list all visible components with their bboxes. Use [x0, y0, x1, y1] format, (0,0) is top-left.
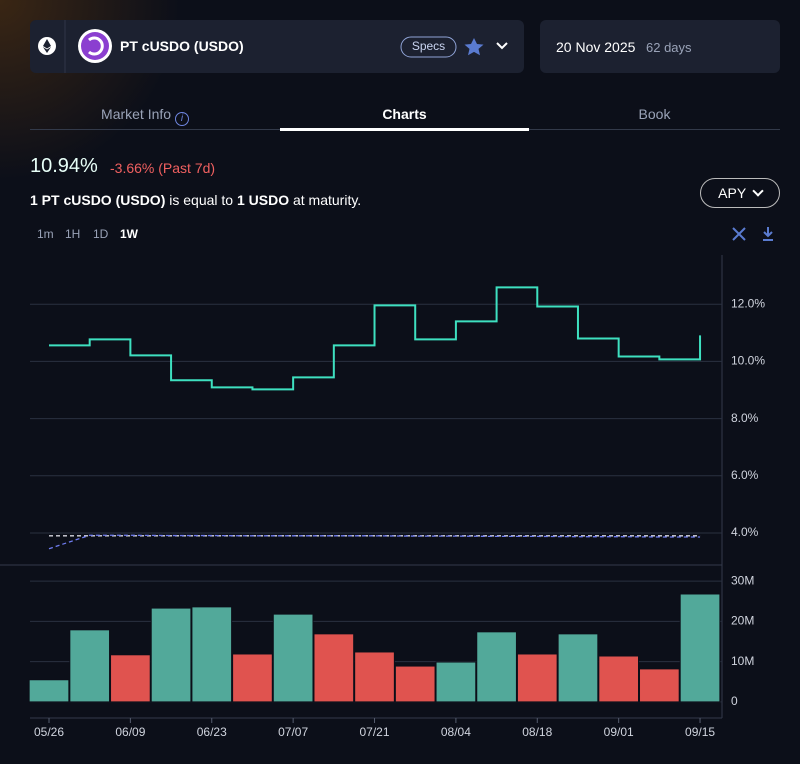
x-tick-label: 08/18: [522, 725, 552, 739]
timeframe[interactable]: 1m: [37, 227, 54, 241]
days-left: 62 days: [646, 40, 692, 55]
specs-pill[interactable]: [400, 36, 457, 58]
reference-line: [48, 534, 701, 550]
y-tick-label: 20M: [731, 614, 754, 628]
sentence-part: 1 USDO: [236, 192, 290, 208]
y-tick-label: 4.0%: [731, 525, 759, 539]
volume-bar: [272, 613, 314, 703]
volume-bar: [232, 653, 273, 703]
x-tick-label: 06/23: [197, 725, 227, 739]
volume-bar: [191, 606, 233, 703]
volume-bar: [69, 629, 111, 703]
volume-bar: [110, 654, 151, 703]
tab[interactable]: Charts: [382, 106, 427, 122]
sentence-part: is equal to: [169, 192, 234, 208]
eth-glyph: [43, 39, 51, 53]
maturity-date: 20 Nov 2025: [556, 39, 636, 55]
tool-icons: [732, 227, 773, 241]
y-tick-label: 12.0%: [731, 296, 765, 310]
timeframe[interactable]: 1D: [93, 227, 109, 241]
volume-bar: [394, 665, 436, 703]
x-tick-label: 09/15: [685, 725, 715, 739]
tab[interactable]: Book: [638, 106, 671, 122]
tab-underline: [280, 128, 529, 131]
metric-label[interactable]: APY: [718, 185, 746, 201]
info-icon[interactable]: i: [174, 112, 189, 126]
tab-label[interactable]: Market Info: [101, 106, 172, 122]
y-tick-label: 6.0%: [731, 468, 759, 482]
volume-bar: [598, 655, 640, 703]
y-tick-label: 10.0%: [731, 354, 765, 368]
x-tick-label: 06/09: [115, 725, 145, 739]
volume-bar: [435, 661, 477, 703]
header-icons: [38, 20, 508, 73]
sentence-part: 1 PT cUSDO (USDO): [30, 192, 166, 208]
timeframe[interactable]: 1H: [65, 227, 81, 241]
maturity-sentence: 1 PT cUSDO (USDO) is equal to 1 USDO at …: [30, 192, 361, 208]
tools-icon[interactable]: [732, 227, 746, 241]
volume-bar: [150, 607, 192, 703]
volume-bar: [639, 668, 680, 703]
x-tick-label: 07/07: [278, 725, 308, 739]
volume-bar: [679, 593, 721, 703]
tab[interactable]: Market Info i: [30, 106, 260, 126]
volume-bar: [28, 679, 70, 703]
x-tick-label: 08/04: [441, 725, 471, 739]
volume-bar: [557, 633, 599, 703]
charts: 4.0% 6.0% 8.0% 10.0% 12.0% 0 10M 20M 30M 05/26 06/…: [0, 255, 765, 739]
maturity-box: [540, 20, 780, 73]
volume-bar: [313, 633, 355, 703]
market-selector[interactable]: [30, 20, 524, 73]
chevron-icon[interactable]: [496, 42, 508, 50]
x-tick-label: 05/26: [34, 725, 64, 739]
apy-value: 10.94%: [30, 155, 98, 177]
timeframe[interactable]: 1W: [120, 227, 138, 241]
volume-bar: [354, 651, 395, 703]
chevron[interactable]: [752, 185, 764, 197]
specs-label[interactable]: Specs: [411, 39, 446, 53]
download-icon[interactable]: [763, 227, 773, 241]
y-tick-label: 8.0%: [731, 411, 759, 425]
y-tick-label: 30M: [731, 573, 754, 587]
volume-bar: [476, 631, 517, 703]
token-logo-inner: [81, 32, 109, 60]
x-tick-label: 07/21: [360, 725, 390, 739]
x-tick-label: 09/01: [604, 725, 634, 739]
metric-dropdown[interactable]: APY: [700, 178, 780, 208]
y-tick-label: 0: [731, 694, 738, 708]
y-tick-label: 10M: [731, 654, 754, 668]
volume-bar: [516, 653, 558, 703]
sentence-part: at maturity.: [292, 192, 362, 208]
apy-line: [49, 286, 702, 391]
apy-change: -3.66% (Past 7d): [110, 160, 216, 176]
token-glyph: [88, 36, 104, 56]
market-title: PT cUSDO (USDO): [120, 38, 244, 54]
star-icon[interactable]: [464, 38, 484, 56]
